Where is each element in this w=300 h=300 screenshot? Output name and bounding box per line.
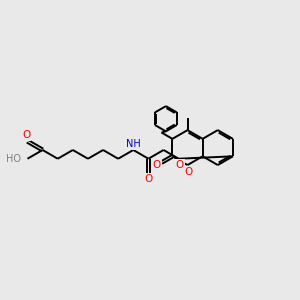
- Text: O: O: [22, 130, 30, 140]
- Text: O: O: [184, 167, 192, 177]
- Text: O: O: [176, 160, 184, 170]
- Text: HO: HO: [6, 154, 21, 164]
- Text: O: O: [144, 174, 153, 184]
- Text: O: O: [153, 160, 161, 170]
- Text: NH: NH: [126, 139, 141, 149]
